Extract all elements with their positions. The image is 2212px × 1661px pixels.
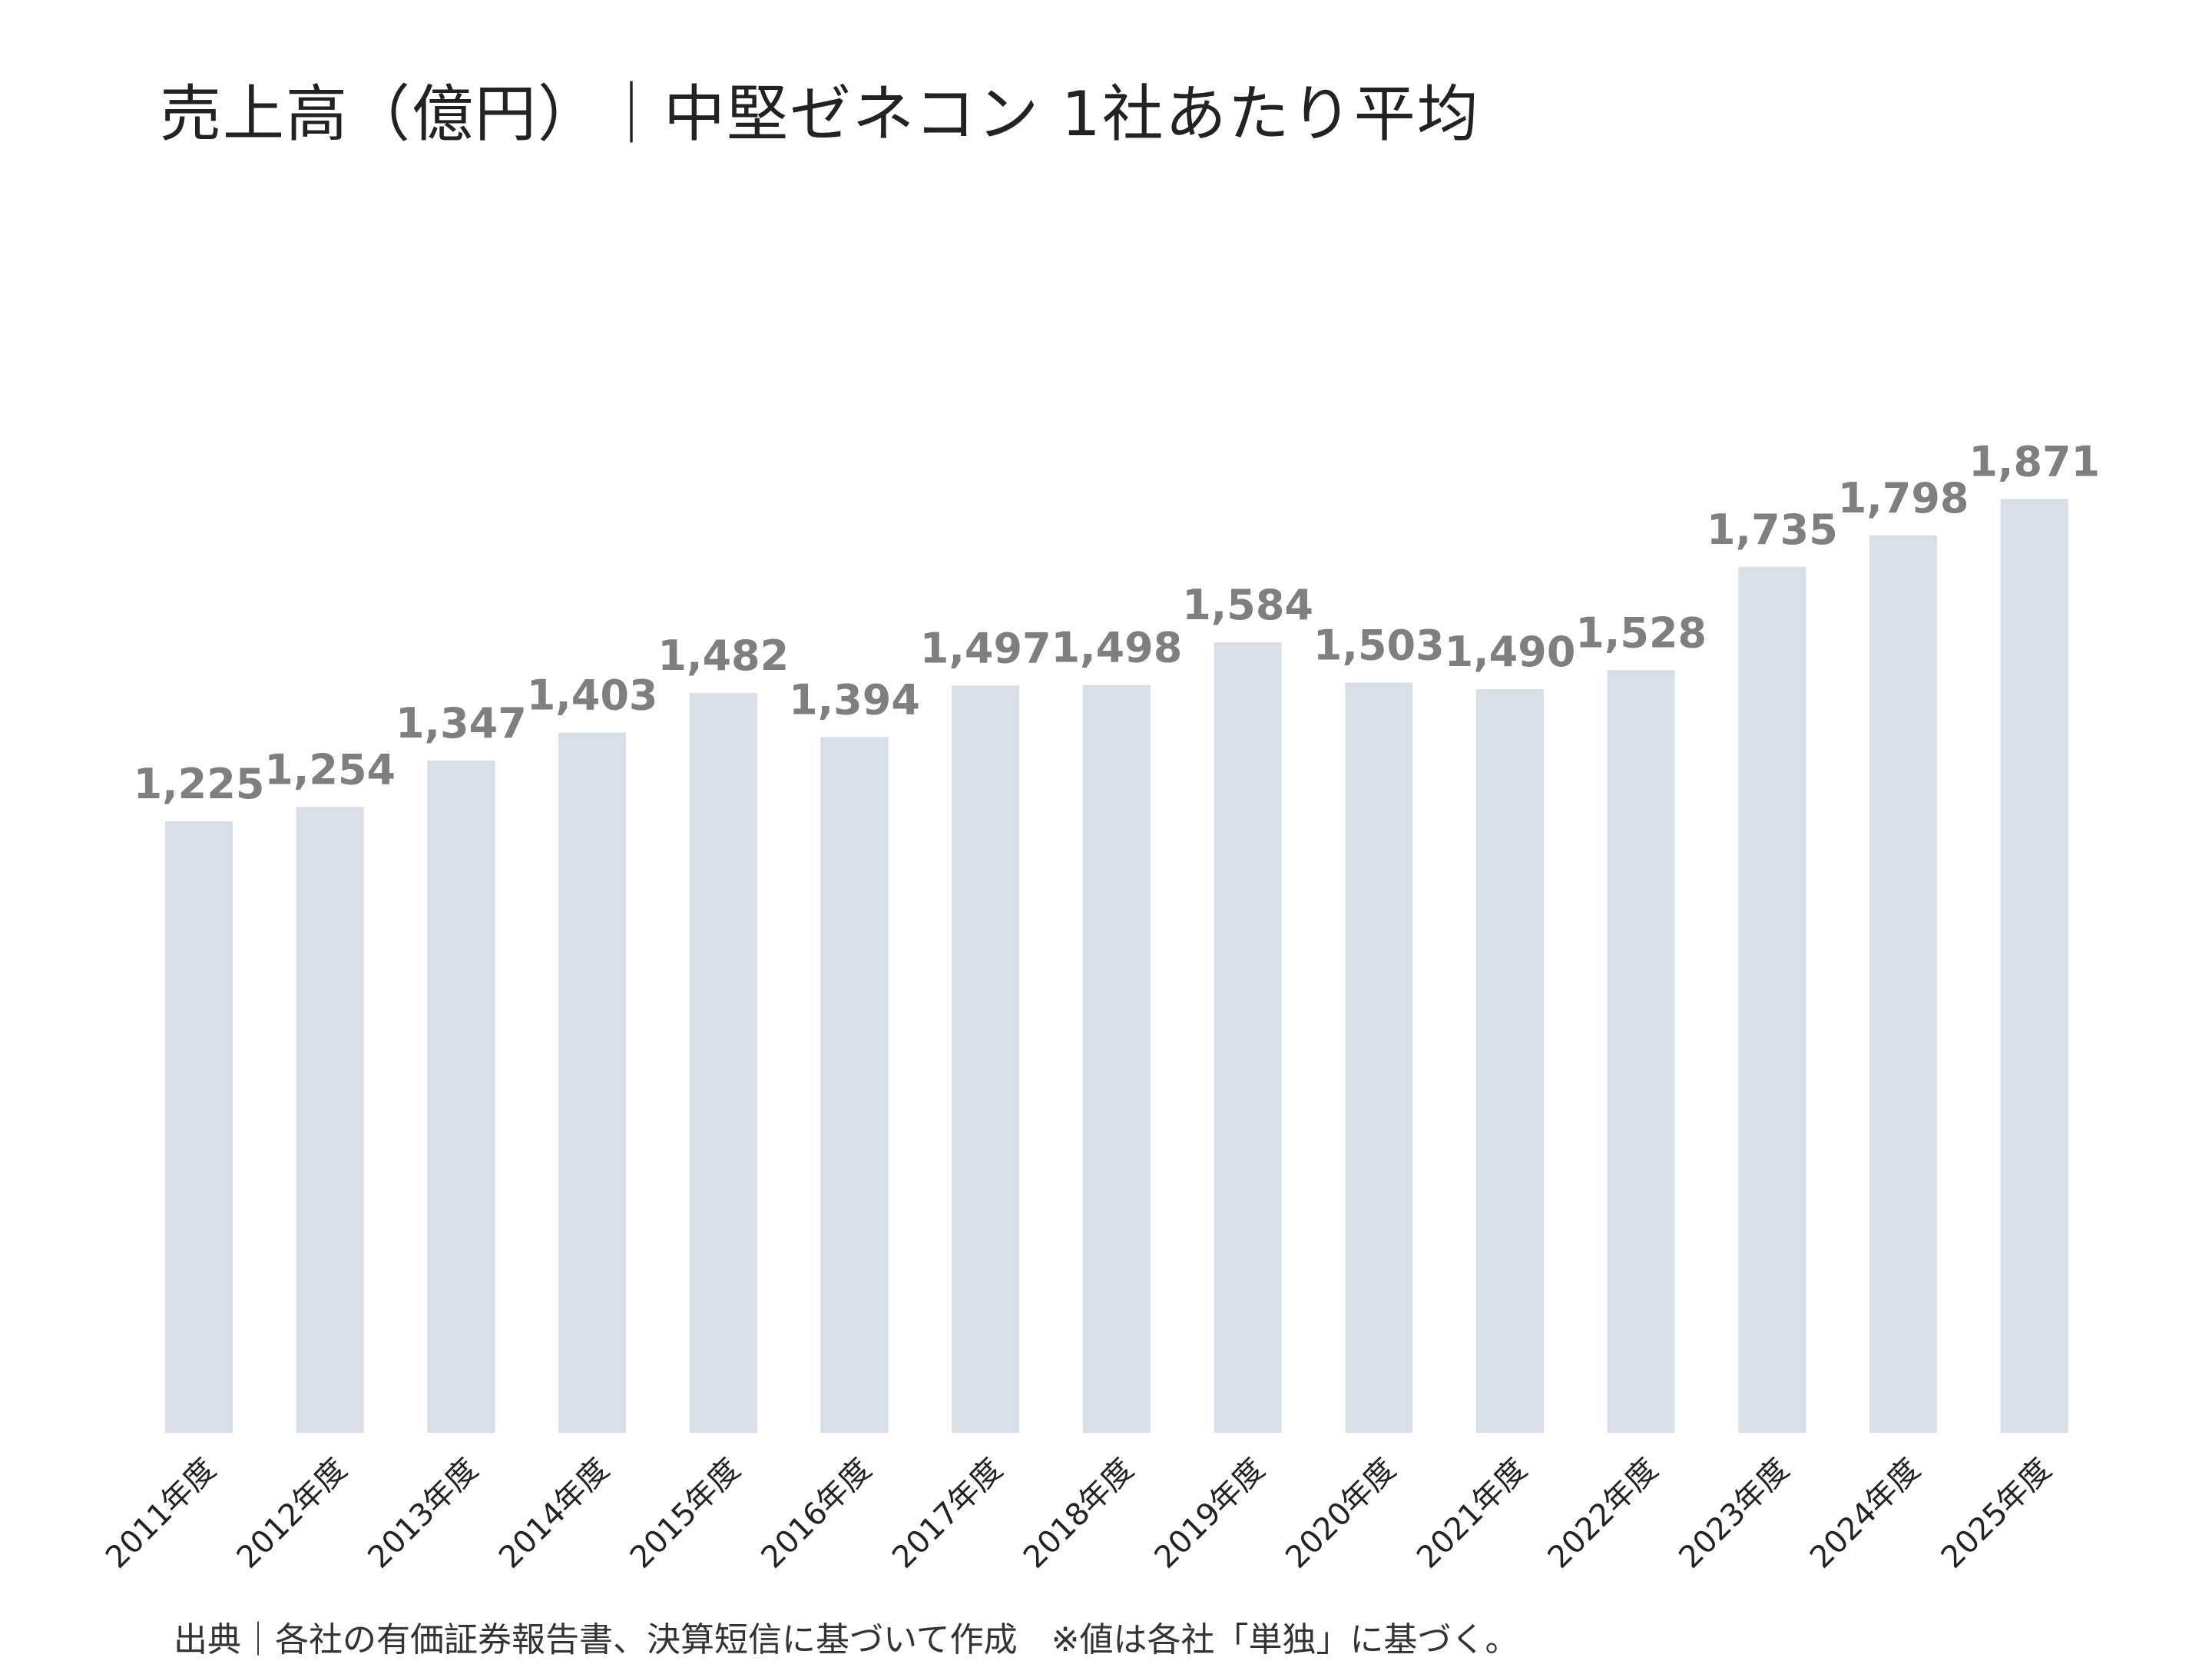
value-label: 1,798	[1838, 474, 1969, 522]
category-label: 2020年度	[1279, 1452, 1402, 1576]
category-label: 2017年度	[886, 1452, 1009, 1576]
bar-2024年度	[1869, 535, 1938, 1433]
bar-2017年度	[952, 685, 1020, 1433]
bar-2021年度	[1476, 688, 1544, 1433]
category-label: 2022年度	[1541, 1452, 1665, 1576]
value-label: 1,584	[1182, 581, 1313, 629]
category-label: 2023年度	[1672, 1452, 1796, 1576]
value-label: 1,403	[527, 671, 658, 720]
value-label: 1,347	[396, 699, 527, 748]
category-label: 2025年度	[1935, 1452, 2058, 1576]
category-label: 2011年度	[99, 1452, 223, 1576]
category-label: 2024年度	[1803, 1452, 1927, 1576]
bar-2013年度	[427, 760, 495, 1433]
bar-2018年度	[1082, 685, 1151, 1433]
value-label: 1,503	[1313, 622, 1445, 670]
bar-2012年度	[296, 807, 364, 1433]
bar-2014年度	[558, 732, 627, 1433]
bar-2023年度	[1738, 566, 1806, 1433]
value-label: 1,497	[920, 624, 1051, 672]
value-label: 1,490	[1445, 628, 1576, 676]
bar-2022年度	[1607, 670, 1675, 1433]
bar-2015年度	[689, 693, 757, 1433]
category-label: 2021年度	[1410, 1452, 1534, 1576]
value-label: 1,871	[1969, 437, 2100, 486]
category-label: 2012年度	[230, 1452, 354, 1576]
category-label: 2018年度	[1017, 1452, 1141, 1576]
bar-2020年度	[1345, 682, 1413, 1433]
chart-title: 売上高（億円）｜中堅ゼネコン 1社あたり平均	[160, 78, 1480, 150]
bar-2025年度	[2000, 499, 2068, 1433]
value-label: 1,498	[1051, 624, 1182, 672]
category-labels-layer: 2011年度 2012年度 2013年度 2014年度 2015年度 2016年度 2017…	[99, 1452, 2058, 1576]
bar-2019年度	[1214, 642, 1282, 1433]
category-label: 2019年度	[1148, 1452, 1272, 1576]
category-label: 2015年度	[624, 1452, 747, 1576]
value-label: 1,735	[1707, 506, 1838, 554]
bars-layer	[165, 499, 2068, 1433]
category-label: 2014年度	[492, 1452, 616, 1576]
value-label: 1,528	[1575, 608, 1707, 657]
value-label: 1,254	[264, 745, 396, 794]
value-label: 1,225	[134, 760, 265, 808]
category-label: 2013年度	[361, 1452, 485, 1576]
source-note: 出典｜各社の有価証券報告書、決算短信に基づいて作成 ※値は各社「単独」に基づく。	[174, 1620, 1519, 1659]
value-label: 1,482	[657, 632, 789, 680]
bar-2016年度	[820, 737, 889, 1433]
category-label: 2016年度	[754, 1452, 878, 1576]
bar-2011年度	[165, 821, 233, 1433]
value-label: 1,394	[789, 675, 920, 724]
